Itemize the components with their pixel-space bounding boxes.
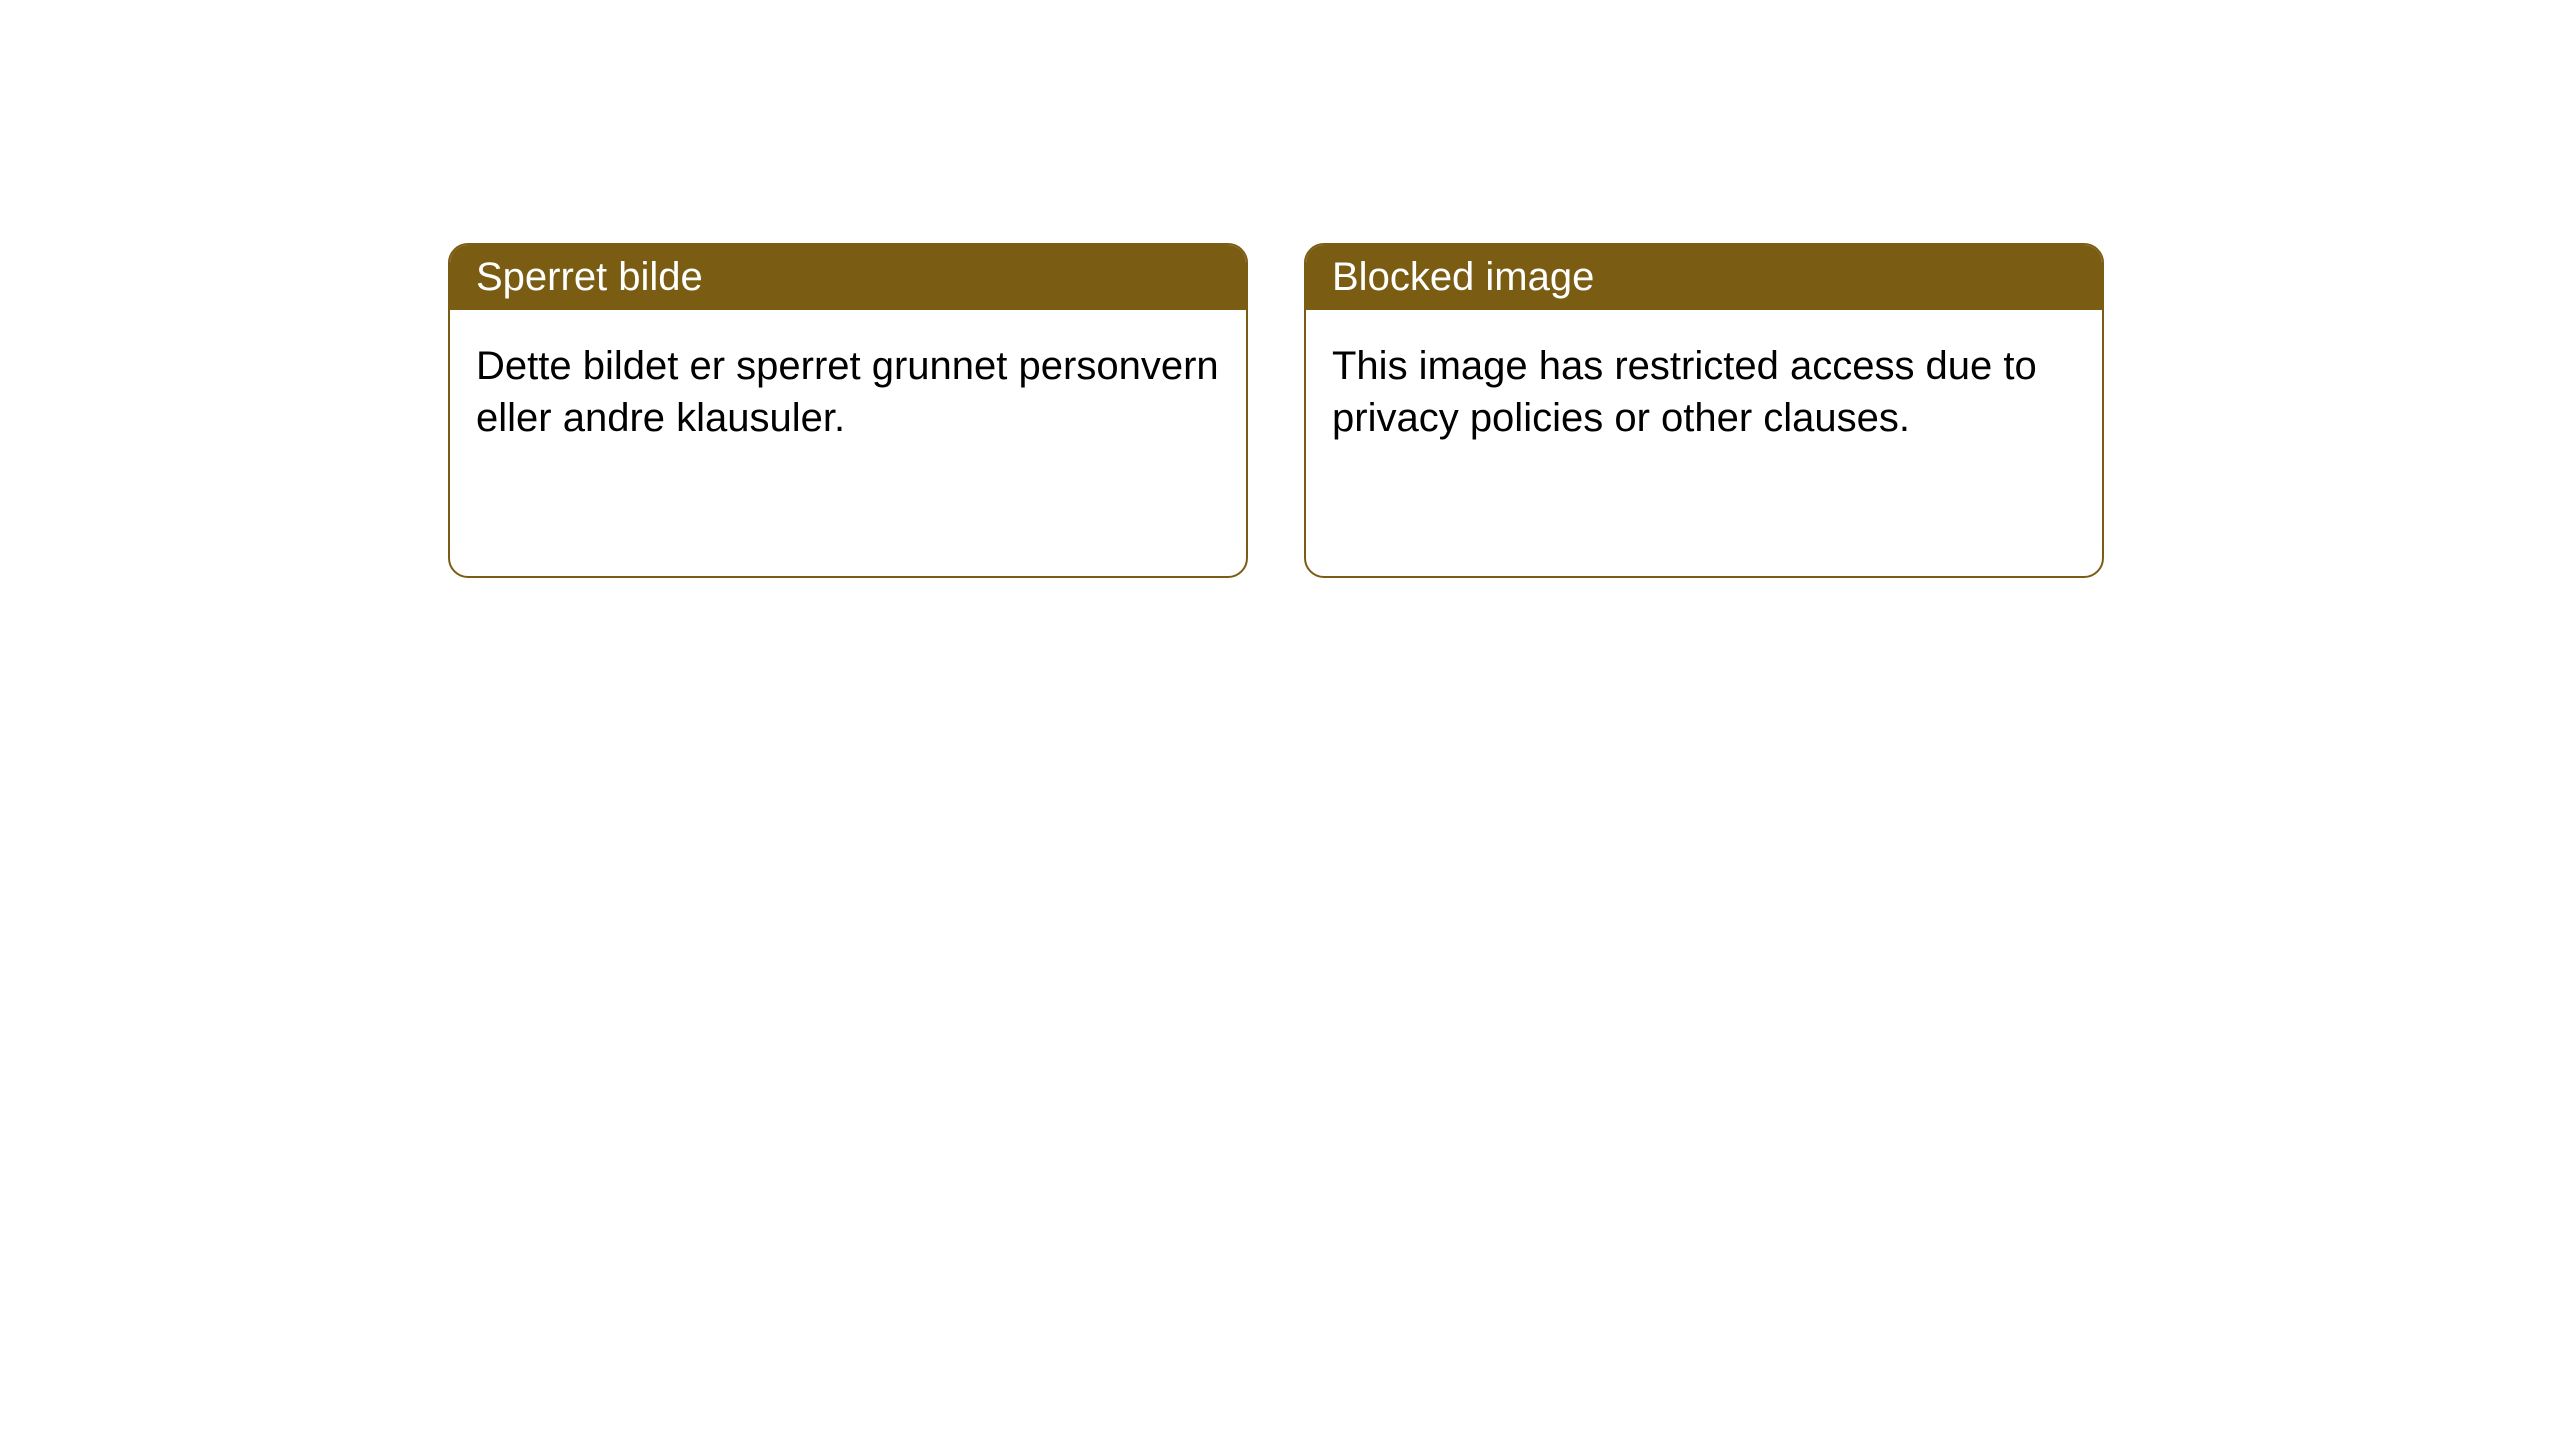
blocked-image-card-en: Blocked image This image has restricted … [1304,243,2104,578]
card-body-text: This image has restricted access due to … [1332,344,2037,440]
card-title: Blocked image [1332,255,1594,299]
cards-container: Sperret bilde Dette bildet er sperret gr… [0,0,2560,578]
card-body: This image has restricted access due to … [1306,310,2102,474]
blocked-image-card-no: Sperret bilde Dette bildet er sperret gr… [448,243,1248,578]
card-body-text: Dette bildet er sperret grunnet personve… [476,344,1219,440]
card-title: Sperret bilde [476,255,703,299]
card-header: Sperret bilde [450,245,1246,310]
card-header: Blocked image [1306,245,2102,310]
card-body: Dette bildet er sperret grunnet personve… [450,310,1246,474]
